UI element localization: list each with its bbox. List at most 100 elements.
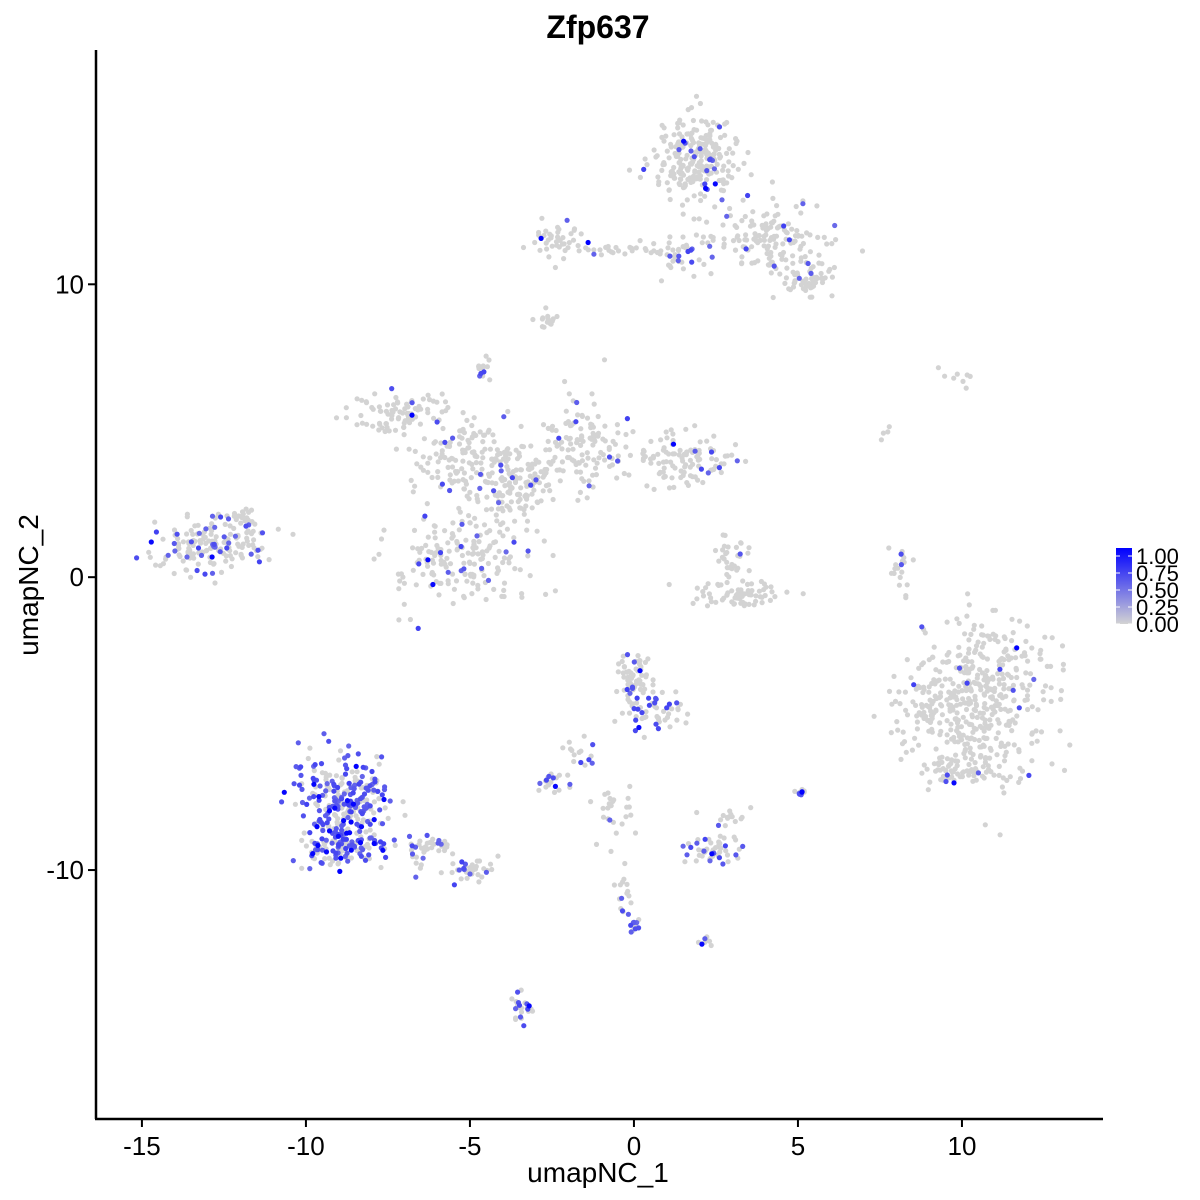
cell-point-expressing [290, 858, 296, 864]
cell-point [1002, 706, 1008, 712]
cell-point-expressing [586, 757, 592, 763]
cell-point [951, 734, 957, 741]
cell-point-expressing [319, 836, 325, 842]
cell-point-expressing [771, 263, 777, 269]
cell-point-expressing [281, 789, 287, 795]
cell-point [1001, 686, 1007, 692]
cell-point [471, 550, 477, 556]
cell-point [930, 698, 936, 704]
cell-point [985, 725, 991, 731]
cell-point [1041, 697, 1047, 703]
cell-point-expressing [295, 740, 301, 746]
cell-point [1019, 653, 1025, 659]
cell-point [419, 845, 425, 851]
cell-point [246, 542, 252, 549]
cell-point [464, 875, 470, 881]
cell-point [184, 531, 190, 537]
cell-point [1013, 655, 1019, 661]
cell-point [718, 817, 724, 823]
cell-point-expressing [344, 766, 350, 772]
cell-point-expressing [589, 760, 595, 766]
cell-point [519, 443, 525, 449]
cell-point [552, 588, 559, 594]
cell-point [650, 453, 657, 459]
cell-point [979, 715, 986, 721]
cell-point-expressing [345, 814, 351, 821]
cell-point-expressing [420, 855, 426, 861]
cell-point [966, 637, 972, 643]
cell-point [908, 675, 914, 681]
cell-point [420, 571, 426, 578]
cell-point [976, 681, 982, 688]
cell-point [659, 689, 665, 696]
cell-point [730, 163, 736, 169]
cell-point [704, 177, 710, 183]
cell-point [871, 713, 877, 719]
cell-point [503, 452, 509, 459]
cell-point [335, 861, 341, 867]
cell-point [903, 707, 909, 713]
cell-point [937, 669, 943, 675]
cell-point [904, 712, 911, 718]
cell-point [963, 385, 969, 391]
cell-point [996, 681, 1003, 687]
cell-point [449, 455, 455, 461]
cell-point-expressing [209, 513, 216, 519]
cell-point [999, 671, 1005, 677]
cell-point [626, 893, 632, 899]
cell-point [456, 527, 462, 533]
cell-point [1042, 683, 1049, 689]
cell-point [534, 528, 540, 534]
cell-point-expressing [624, 416, 631, 422]
cell-point [633, 245, 639, 251]
cell-point-expressing [646, 702, 653, 708]
cell-point [790, 284, 797, 290]
cell-point [600, 452, 606, 458]
cell-point [579, 434, 585, 440]
cell-point [859, 248, 866, 254]
cell-point [349, 769, 355, 775]
cell-point [650, 689, 656, 695]
cell-point [630, 673, 636, 679]
cell-point [939, 754, 945, 760]
cell-point [996, 772, 1002, 779]
cell-point [456, 441, 463, 447]
cell-point [713, 599, 719, 605]
cell-point [651, 241, 657, 247]
cell-point [772, 594, 778, 600]
cell-point [1040, 689, 1046, 695]
cell-point [1006, 657, 1012, 663]
cell-point [628, 812, 634, 818]
cell-point [670, 431, 676, 437]
cell-point [969, 659, 975, 665]
cell-point-expressing [676, 147, 682, 153]
cell-point [339, 780, 345, 786]
cell-point-expressing [997, 666, 1003, 672]
cell-point-expressing [371, 817, 377, 823]
cell-point [472, 515, 478, 521]
cell-point [886, 424, 892, 430]
cell-point [708, 233, 714, 239]
cell-point [708, 599, 715, 605]
cell-point [1002, 753, 1008, 759]
cell-point-expressing [734, 458, 740, 464]
cell-point [607, 463, 613, 469]
cell-point [971, 679, 977, 685]
cell-point-expressing [343, 845, 349, 852]
cell-point [364, 421, 370, 427]
cell-point [406, 446, 412, 452]
cell-point [739, 260, 745, 266]
cell-point [541, 324, 547, 330]
cell-point [979, 773, 986, 779]
cell-point [818, 270, 824, 277]
cell-point [607, 795, 613, 802]
cell-point [391, 402, 397, 408]
cell-point [491, 459, 497, 465]
cell-point [460, 410, 466, 416]
cell-point [198, 540, 204, 546]
cell-point-expressing [382, 784, 388, 790]
cell-point [187, 547, 193, 554]
cell-point [486, 473, 492, 479]
cell-point [718, 469, 724, 476]
